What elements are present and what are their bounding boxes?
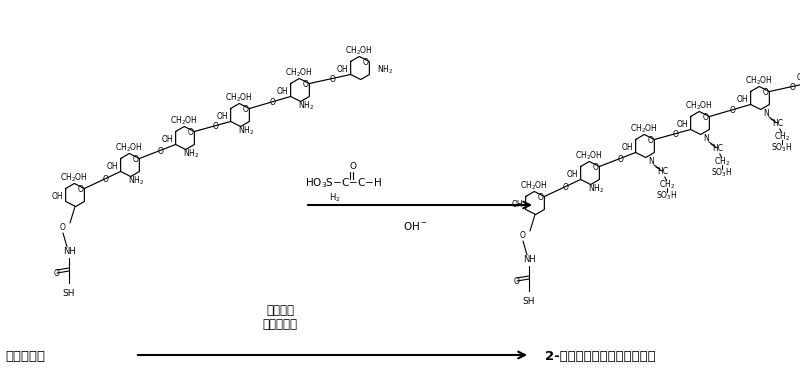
Text: CH$_2$OH: CH$_2$OH <box>114 141 142 154</box>
Text: OH: OH <box>512 200 523 209</box>
Text: 疏基壳聚糖: 疏基壳聚糖 <box>5 350 45 363</box>
Text: CH$_2$OH: CH$_2$OH <box>345 45 373 57</box>
Text: CH$_2$OH: CH$_2$OH <box>520 179 547 192</box>
Text: CH$_2$OH: CH$_2$OH <box>170 114 198 127</box>
Text: OH: OH <box>217 112 229 121</box>
Text: OH: OH <box>162 135 174 144</box>
Text: NH$_2$: NH$_2$ <box>238 125 254 137</box>
Text: NH$_2$: NH$_2$ <box>182 147 199 160</box>
Text: CH$_2$OH: CH$_2$OH <box>574 149 602 162</box>
Text: O: O <box>562 184 569 192</box>
Text: SH: SH <box>522 298 535 306</box>
Text: O: O <box>673 130 678 139</box>
Text: N: N <box>703 134 709 143</box>
Text: O: O <box>763 89 769 97</box>
Text: OH: OH <box>277 87 289 96</box>
Text: O: O <box>188 129 194 137</box>
Text: NH$_2$: NH$_2$ <box>298 100 314 112</box>
Text: CH$_2$OH: CH$_2$OH <box>60 171 87 184</box>
Text: NH: NH <box>62 248 75 256</box>
Text: SO$_3$H: SO$_3$H <box>771 142 793 154</box>
Text: O: O <box>520 231 526 241</box>
Text: OH: OH <box>567 170 578 179</box>
Text: N: N <box>648 157 654 166</box>
Text: O: O <box>350 162 357 171</box>
Text: CH$_2$OH: CH$_2$OH <box>225 92 253 104</box>
Text: CH$_2$: CH$_2$ <box>714 156 730 168</box>
Text: SO$_3$H: SO$_3$H <box>711 167 733 179</box>
Text: CH$_2$OH: CH$_2$OH <box>685 99 713 112</box>
Text: O: O <box>703 114 709 122</box>
Text: CH$_2$OH: CH$_2$OH <box>285 67 313 79</box>
Text: CH$_2$: CH$_2$ <box>658 179 674 191</box>
Text: O: O <box>514 276 520 286</box>
Text: HC: HC <box>658 167 668 176</box>
Text: O: O <box>213 122 218 131</box>
Text: O: O <box>363 59 369 67</box>
Text: CH$_2$OH: CH$_2$OH <box>630 122 658 135</box>
Text: CH$_2$: CH$_2$ <box>774 131 790 143</box>
Text: CH$_2$OH: CH$_2$OH <box>745 74 773 87</box>
Text: NH$_2$: NH$_2$ <box>128 174 144 187</box>
Text: SH: SH <box>62 290 75 298</box>
Text: O: O <box>790 82 796 92</box>
Text: O: O <box>133 156 138 164</box>
Text: OH: OH <box>52 192 63 201</box>
Text: OH: OH <box>622 143 634 152</box>
Text: O: O <box>648 136 654 146</box>
Text: NH: NH <box>522 256 535 264</box>
Text: O: O <box>303 80 309 89</box>
Text: O: O <box>243 105 249 114</box>
Text: O: O <box>78 186 84 194</box>
Text: O: O <box>618 155 623 164</box>
Text: O: O <box>593 164 598 172</box>
Text: N: N <box>763 109 769 118</box>
Text: O: O <box>730 106 736 115</box>
Text: OH$^-$: OH$^-$ <box>402 220 427 232</box>
Text: 碱性条件下: 碱性条件下 <box>262 318 298 331</box>
Text: HC: HC <box>772 119 783 128</box>
Text: HC: HC <box>712 144 723 153</box>
Text: O: O <box>158 147 163 156</box>
Text: OH: OH <box>337 65 349 74</box>
Text: O: O <box>54 268 60 278</box>
Text: NH$_2$: NH$_2$ <box>588 182 604 195</box>
Text: 2-亚胺基乙醒磺酸疏基壳聚糖: 2-亚胺基乙醒磺酸疏基壳聚糖 <box>545 350 656 363</box>
Text: OH: OH <box>677 120 689 129</box>
Text: OH: OH <box>797 73 800 82</box>
Text: 乙醒磺酸: 乙醒磺酸 <box>266 303 294 316</box>
Text: NH$_2$: NH$_2$ <box>378 63 394 76</box>
Text: O: O <box>538 193 544 203</box>
Text: O: O <box>60 224 66 233</box>
Text: O: O <box>102 176 109 184</box>
Text: OH: OH <box>737 95 749 104</box>
Text: SO$_3$H: SO$_3$H <box>656 189 678 202</box>
Text: O: O <box>330 75 336 84</box>
Text: OH: OH <box>107 162 118 171</box>
Text: H$_2$: H$_2$ <box>330 192 341 204</box>
Text: O: O <box>270 98 276 107</box>
Text: HO$_3$S$-$C$-$C$-$H: HO$_3$S$-$C$-$C$-$H <box>305 176 382 190</box>
